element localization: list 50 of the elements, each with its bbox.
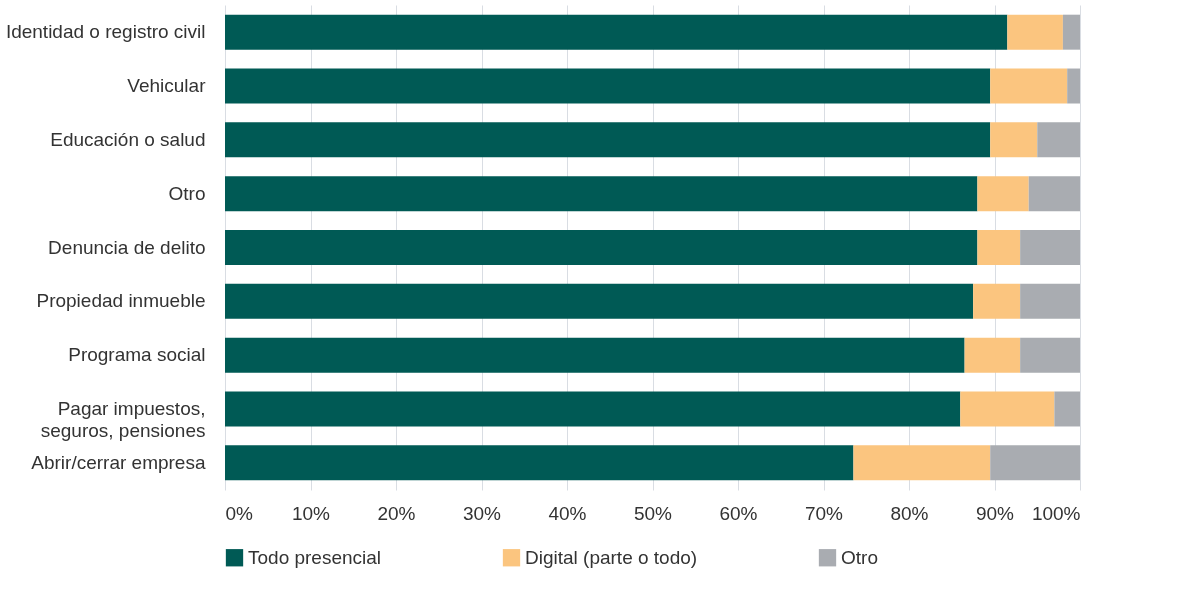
legend-label: Todo presencial bbox=[248, 546, 382, 568]
bar bbox=[225, 283, 974, 319]
x-tick-label: 80% bbox=[890, 502, 929, 524]
y-tick-label: Propiedad inmueble bbox=[36, 290, 206, 312]
bar bbox=[225, 337, 965, 373]
y-tick-label: Programa social bbox=[68, 344, 206, 366]
bar bbox=[225, 230, 978, 265]
bar bbox=[225, 176, 978, 212]
bar bbox=[225, 445, 854, 481]
y-tick-label: Educación o salud bbox=[50, 128, 206, 150]
bar bbox=[1020, 230, 1080, 265]
bar bbox=[225, 68, 991, 104]
x-tick-label: 100% bbox=[1031, 502, 1081, 524]
bar bbox=[977, 176, 1029, 212]
bar bbox=[1020, 337, 1080, 373]
x-tick-label: 30% bbox=[462, 502, 502, 524]
bar bbox=[960, 391, 1055, 427]
bar bbox=[990, 68, 1068, 104]
y-tick-label: Vehicular bbox=[127, 75, 207, 97]
bar bbox=[1054, 391, 1080, 427]
y-tick-label: Identidad o registro civil bbox=[5, 21, 206, 43]
x-tick-label: 40% bbox=[548, 502, 587, 524]
y-tick-label: Pagar impuestos, seguros, pensiones bbox=[40, 397, 206, 441]
bar bbox=[977, 230, 1021, 265]
x-tick-label: 90% bbox=[975, 502, 1015, 524]
bar bbox=[964, 337, 1021, 373]
x-tick-label: 20% bbox=[377, 502, 416, 524]
bar bbox=[1028, 176, 1080, 212]
y-tick-label: Otro bbox=[168, 182, 206, 204]
bar bbox=[225, 391, 961, 427]
legend-label: Digital (parte o todo) bbox=[525, 546, 698, 568]
bar bbox=[1037, 122, 1080, 158]
x-tick-label: 70% bbox=[804, 502, 844, 524]
bar bbox=[1062, 14, 1080, 50]
x-tick-label: 0% bbox=[225, 502, 254, 524]
bar bbox=[1020, 283, 1080, 319]
bar bbox=[853, 445, 991, 481]
y-tick-label: Denuncia de delito bbox=[48, 236, 206, 258]
legend-label: Otro bbox=[841, 546, 878, 568]
bar bbox=[225, 14, 1008, 50]
x-tick-label: 10% bbox=[291, 502, 331, 524]
bar bbox=[990, 122, 1038, 158]
bar bbox=[990, 445, 1080, 481]
bar bbox=[225, 122, 991, 158]
y-tick-label: Abrir/cerrar empresa bbox=[31, 451, 206, 473]
bar bbox=[973, 283, 1021, 319]
bar bbox=[1067, 68, 1080, 104]
x-tick-label: 60% bbox=[719, 502, 758, 524]
x-tick-label: 50% bbox=[633, 502, 673, 524]
bar bbox=[1007, 14, 1063, 50]
